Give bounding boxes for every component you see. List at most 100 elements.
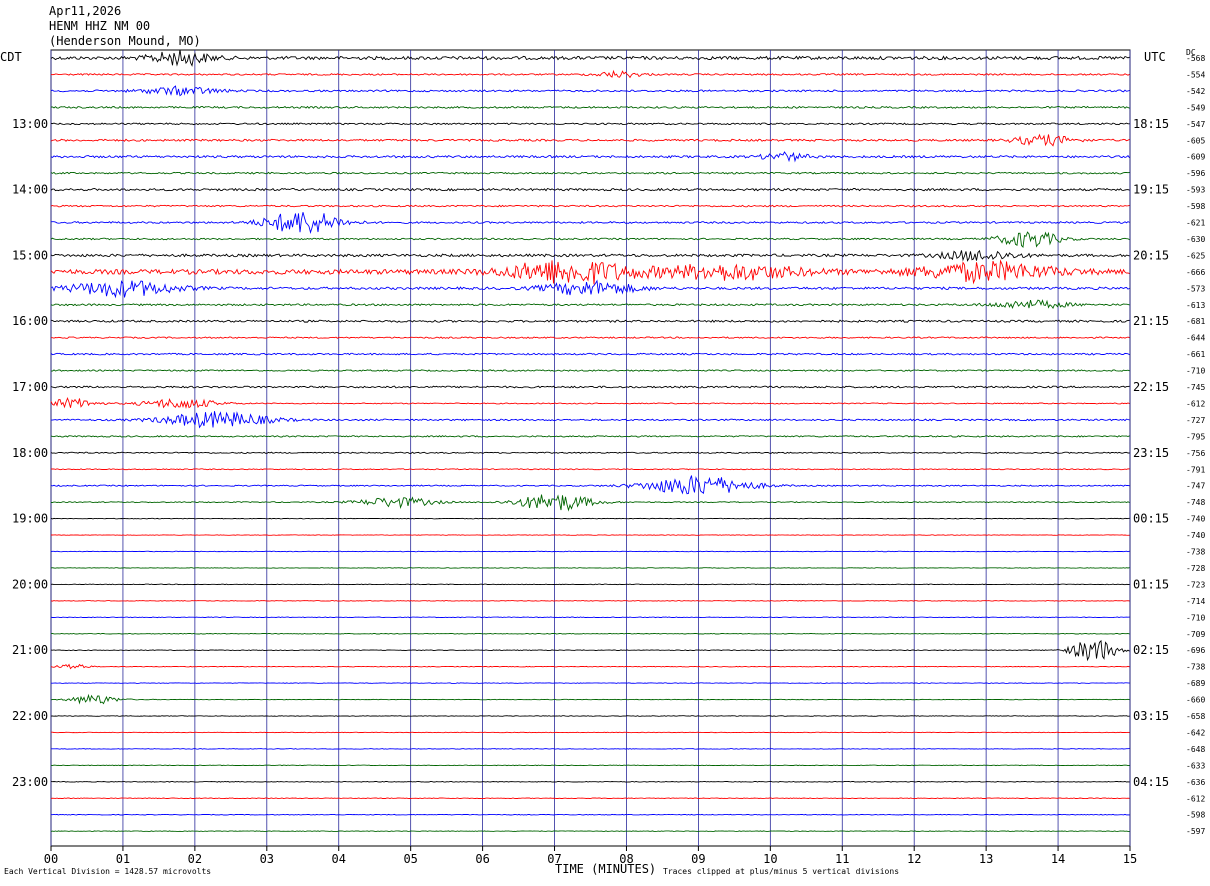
x-tick-label-03: 03: [260, 852, 274, 866]
minute-grid: [50, 49, 1131, 851]
trace-24: [50, 451, 1130, 454]
x-tick-label-11: 11: [835, 852, 849, 866]
trace-32: [50, 583, 1130, 586]
trace-4: [50, 122, 1130, 126]
trace-15: [50, 299, 1130, 310]
x-tick-label-02: 02: [188, 852, 202, 866]
dc-offset-label-27: -748: [1186, 498, 1205, 507]
x-tick-label-10: 10: [763, 852, 777, 866]
trace-0: [50, 49, 1130, 67]
dc-offset-label-20: -745: [1186, 383, 1205, 392]
scale-note: Each Vertical Division = 1428.57 microvo…: [4, 867, 212, 876]
left-hour-label-22:00: 22:00: [12, 709, 48, 723]
dc-offset-label-2: -542: [1186, 87, 1205, 96]
dc-offset-label-17: -644: [1186, 334, 1205, 343]
dc-offset-label-9: -598: [1186, 202, 1205, 211]
trace-46: [50, 813, 1130, 816]
right-hour-label-21:15: 21:15: [1133, 314, 1169, 328]
left-hour-label-20:00: 20:00: [12, 577, 48, 591]
trace-25: [51, 468, 1130, 471]
trace-30: [50, 550, 1130, 553]
clip-note: Traces clipped at plus/minus 5 vertical …: [663, 867, 900, 876]
dc-offset-label-29: -740: [1186, 531, 1205, 540]
trace-28: [50, 517, 1130, 520]
dc-offset-label-10: -621: [1186, 219, 1205, 228]
dc-offset-label-32: -723: [1186, 580, 1205, 589]
dc-offset-label-13: -666: [1186, 268, 1205, 277]
x-tick-label-13: 13: [979, 852, 993, 866]
dc-offset-label-12: -625: [1186, 251, 1205, 260]
dc-label: DC: [1186, 48, 1196, 57]
left-hour-label-14:00: 14:00: [12, 183, 48, 197]
dc-offset-label-31: -728: [1186, 564, 1205, 573]
trace-31: [50, 567, 1130, 569]
x-tick-label-15: 15: [1123, 852, 1137, 866]
trace-21: [50, 396, 1130, 409]
dc-offset-label-18: -661: [1186, 350, 1205, 359]
left-hour-label-19:00: 19:00: [12, 512, 48, 526]
right-hour-label-03:15: 03:15: [1133, 709, 1169, 723]
dc-offset-label-45: -612: [1186, 794, 1205, 803]
dc-offset-label-30: -738: [1186, 548, 1205, 557]
trace-39: [50, 693, 1130, 705]
dc-offset-label-16: -681: [1186, 317, 1205, 326]
dc-offset-label-44: -636: [1186, 778, 1205, 787]
left-hour-label-15:00: 15:00: [12, 248, 48, 262]
trace-20: [50, 385, 1130, 389]
dc-offset-label-15: -613: [1186, 301, 1205, 310]
dc-offset-label-7: -596: [1186, 169, 1205, 178]
trace-27: [51, 494, 1130, 512]
dc-offset-label-28: -740: [1186, 515, 1205, 524]
trace-33: [50, 600, 1130, 602]
left-hour-label-17:00: 17:00: [12, 380, 48, 394]
trace-47: [50, 830, 1130, 832]
header-location: (Henderson Mound, MO): [49, 34, 201, 48]
dc-offset-label-39: -660: [1186, 696, 1205, 705]
dc-offset-label-1: -554: [1186, 70, 1205, 79]
dc-offset-label-34: -710: [1186, 613, 1205, 622]
trace-43: [50, 764, 1130, 767]
dc-offset-label-11: -630: [1186, 235, 1205, 244]
plot-labels: 00 01 02 03 04 05 06 07 08 09 10 11 12 13 14 15 -568 -554…: [12, 54, 1205, 866]
right-hour-label-22:15: 22:15: [1133, 380, 1169, 394]
x-tick-label-07: 07: [547, 852, 561, 866]
x-tick-label-04: 04: [332, 852, 346, 866]
trace-12: [50, 249, 1130, 262]
x-tick-label-12: 12: [907, 852, 921, 866]
trace-44: [50, 781, 1130, 783]
trace-7: [50, 171, 1130, 175]
right-hour-label-00:15: 00:15: [1133, 512, 1169, 526]
dc-offset-label-0: -568: [1186, 54, 1205, 63]
dc-offset-label-8: -593: [1186, 186, 1205, 195]
right-hour-label-20:15: 20:15: [1133, 248, 1169, 262]
dc-offset-label-19: -710: [1186, 367, 1205, 376]
trace-6: [50, 151, 1130, 163]
x-tick-label-01: 01: [116, 852, 130, 866]
trace-23: [50, 435, 1130, 438]
right-hour-label-19:15: 19:15: [1133, 183, 1169, 197]
trace-26: [50, 475, 1130, 495]
header-station: HENM HHZ NM 00: [49, 19, 151, 33]
dc-offset-label-4: -547: [1186, 120, 1205, 129]
right-timezone-label: UTC: [1144, 50, 1166, 64]
seismic-traces: [50, 49, 1130, 832]
right-hour-label-02:15: 02:15: [1133, 643, 1169, 657]
header-date: Apr11,2026: [49, 4, 122, 18]
x-tick-label-00: 00: [44, 852, 58, 866]
trace-38: [51, 682, 1130, 684]
trace-37: [50, 663, 1130, 670]
x-tick-label-06: 06: [475, 852, 489, 866]
trace-16: [50, 319, 1130, 323]
dc-offset-label-40: -658: [1186, 712, 1205, 721]
trace-2: [50, 85, 1130, 97]
left-hour-label-16:00: 16:00: [12, 314, 48, 328]
dc-offset-label-46: -598: [1186, 811, 1205, 820]
x-tick-label-08: 08: [619, 852, 633, 866]
trace-14: [50, 279, 1130, 299]
dc-offset-label-14: -573: [1186, 284, 1205, 293]
dc-offset-label-47: -597: [1186, 827, 1205, 836]
right-hour-label-04:15: 04:15: [1133, 775, 1169, 789]
trace-36: [50, 639, 1130, 662]
x-tick-label-14: 14: [1051, 852, 1065, 866]
